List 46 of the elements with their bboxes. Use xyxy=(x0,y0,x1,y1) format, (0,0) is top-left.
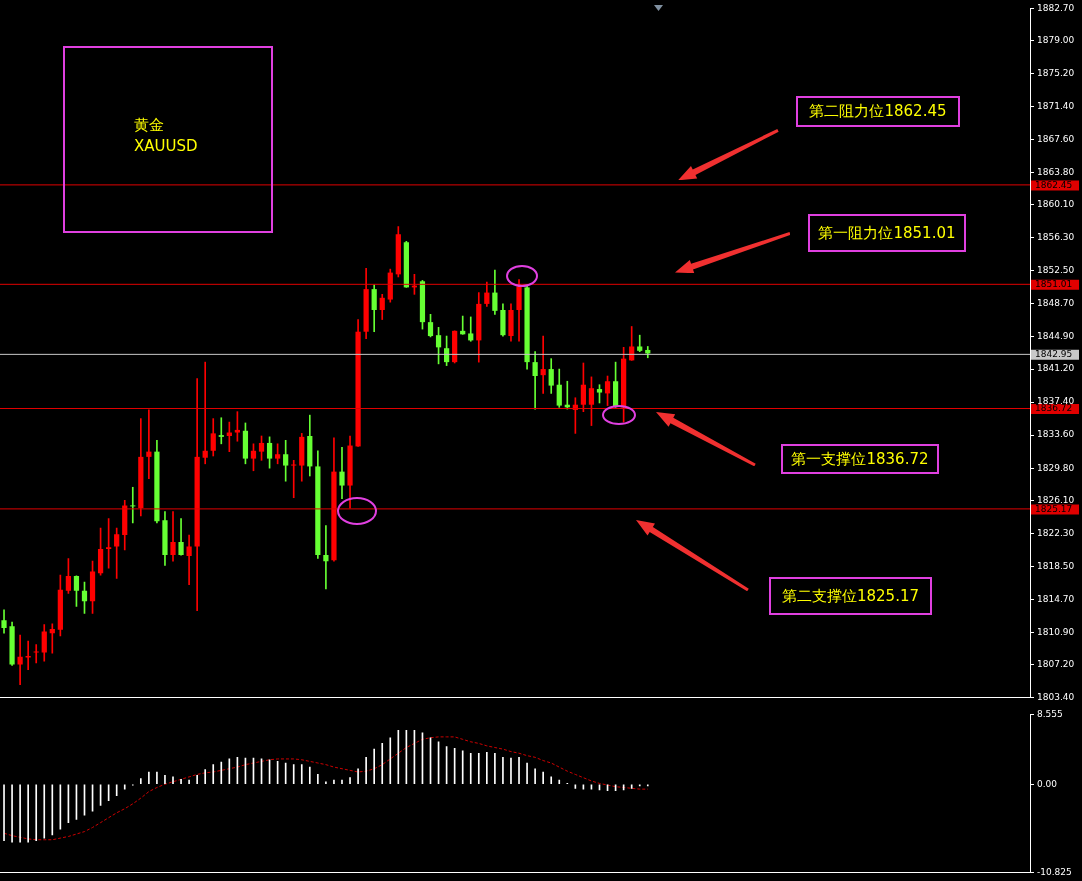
y-tick-label: -10.825 xyxy=(1037,866,1072,877)
candlestick xyxy=(323,525,329,590)
y-tick-label: 1871.40 xyxy=(1037,100,1075,111)
ref-line-label: 1851.01 xyxy=(1035,279,1073,290)
y-tick-label: 1860.10 xyxy=(1037,199,1075,210)
y-tick-label: 1833.60 xyxy=(1037,429,1075,440)
y-tick-label: 1829.80 xyxy=(1037,462,1075,473)
line-series xyxy=(3,736,649,841)
y-tick-label: 1882.70 xyxy=(1037,2,1075,13)
candlestick xyxy=(202,361,208,465)
annotation: 第二阻力位1862.45 xyxy=(809,102,947,121)
y-tick-label: 1844.90 xyxy=(1037,331,1075,342)
y-tick-label: 1803.40 xyxy=(1037,691,1075,702)
candlestick xyxy=(25,640,31,671)
ref-line-label: 1825.17 xyxy=(1035,503,1073,514)
candlestick xyxy=(291,460,297,499)
y-tick-label: 0.00 xyxy=(1037,778,1058,789)
ref-line-label: 1842.95 xyxy=(1035,349,1073,360)
y-tick-label: 1810.90 xyxy=(1037,626,1075,637)
candlestick xyxy=(146,409,152,479)
y-tick-label: 1814.70 xyxy=(1037,593,1075,604)
y-tick-label: 1822.30 xyxy=(1037,527,1075,538)
y-tick-label: 1826.10 xyxy=(1037,494,1075,505)
candlestick xyxy=(130,486,136,524)
y-tick-label: 1848.70 xyxy=(1037,298,1075,309)
candlestick xyxy=(17,634,23,685)
candlestick xyxy=(114,527,120,579)
annotation: 第二支撑位1825.17 xyxy=(781,586,920,606)
y-tick-label: 1856.30 xyxy=(1037,232,1075,243)
y-tick-label: 1807.20 xyxy=(1037,658,1075,669)
y-tick-label: 1875.20 xyxy=(1037,67,1075,78)
candlestick xyxy=(33,644,39,664)
y-tick-label: 1879.00 xyxy=(1037,34,1075,45)
y-tick-label: 8.555 xyxy=(1037,708,1063,719)
y-tick-label: 1867.60 xyxy=(1037,133,1075,144)
y-tick-label: 1863.80 xyxy=(1037,167,1075,177)
title-box: 黄金 XAUUSD xyxy=(63,46,273,233)
ref-line-label: 1862.45 xyxy=(1035,179,1073,190)
candlestick xyxy=(186,534,192,585)
y-tick-label: 1841.20 xyxy=(1037,363,1075,374)
candlestick xyxy=(218,417,224,445)
annotation: 第一阻力位1851.01 xyxy=(818,223,956,243)
candlestick xyxy=(540,335,546,394)
annotation: 第一支撑位1836.72 xyxy=(791,449,929,469)
y-tick-label: 1818.50 xyxy=(1037,560,1075,571)
y-tick-label: 1852.50 xyxy=(1037,265,1075,276)
